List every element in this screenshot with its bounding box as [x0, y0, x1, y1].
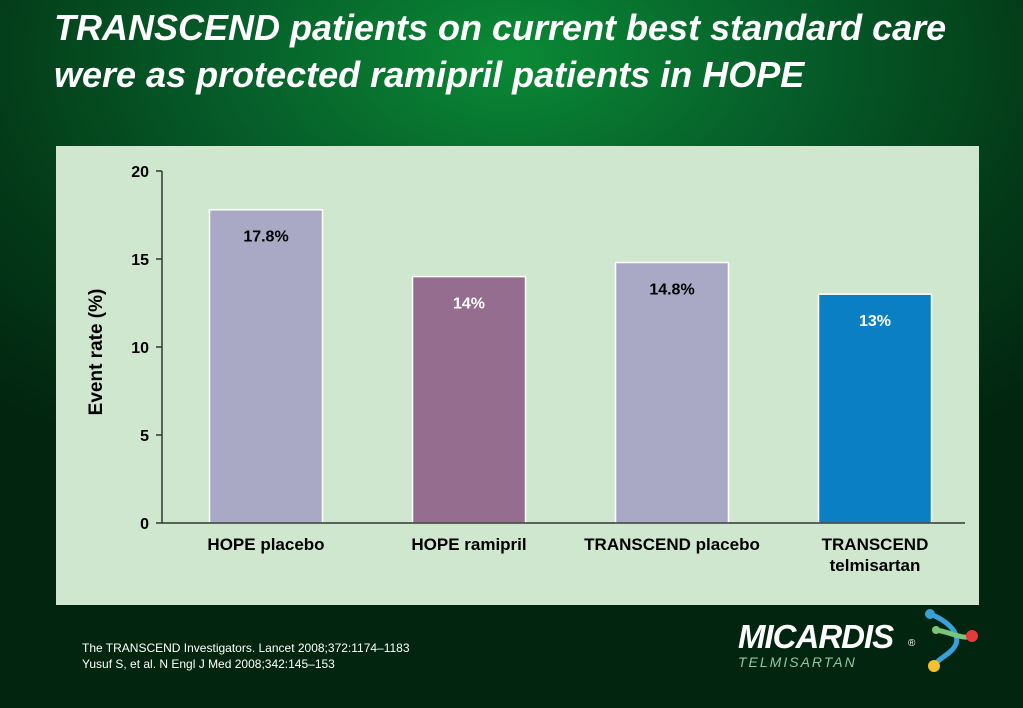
bar	[817, 293, 933, 524]
micardis-logo: MICARDIS ® TELMISARTAN	[734, 608, 984, 680]
x-category-label: TRANSCEND telmisartan	[822, 535, 929, 575]
bar-data-label: 17.8%	[243, 229, 288, 246]
y-tick-label: 10	[131, 340, 149, 357]
bar	[208, 208, 324, 524]
reference-line: The TRANSCEND Investigators. Lancet 2008…	[82, 641, 410, 655]
y-tick-label: 0	[140, 516, 149, 533]
references: The TRANSCEND Investigators. Lancet 2008…	[82, 640, 410, 672]
brand-name: MICARDIS	[738, 618, 894, 655]
y-tick-label: 20	[131, 164, 149, 181]
bar-data-label: 13%	[859, 313, 891, 330]
bar-chart: 17.8% 14% 14.8% 13% 0 5 10 15 20 HOPE placebo HOPE…	[86, 164, 965, 575]
x-category-label: HOPE ramipril	[411, 535, 526, 554]
chart-panel: 17.8% 14% 14.8% 13% 0 5 10 15 20 HOPE placebo HOPE…	[56, 146, 979, 605]
bar-data-label: 14.8%	[649, 282, 694, 299]
y-tick-label: 15	[131, 252, 149, 269]
brand-subtitle: TELMISARTAN	[738, 654, 857, 670]
x-category-label: TRANSCEND placebo	[584, 535, 760, 554]
registered-mark: ®	[908, 638, 916, 649]
x-category-label: HOPE placebo	[207, 535, 324, 554]
molecule-icon	[925, 609, 978, 672]
y-axis-label: Event rate (%)	[86, 289, 107, 416]
reference-line: Yusuf S, et al. N Engl J Med 2008;342:14…	[82, 657, 335, 671]
slide-title: TRANSCEND patients on current best stand…	[54, 7, 947, 95]
bar	[614, 261, 730, 524]
y-tick-label: 5	[140, 428, 149, 445]
bar	[411, 275, 527, 524]
bar-data-label: 14%	[453, 296, 485, 313]
